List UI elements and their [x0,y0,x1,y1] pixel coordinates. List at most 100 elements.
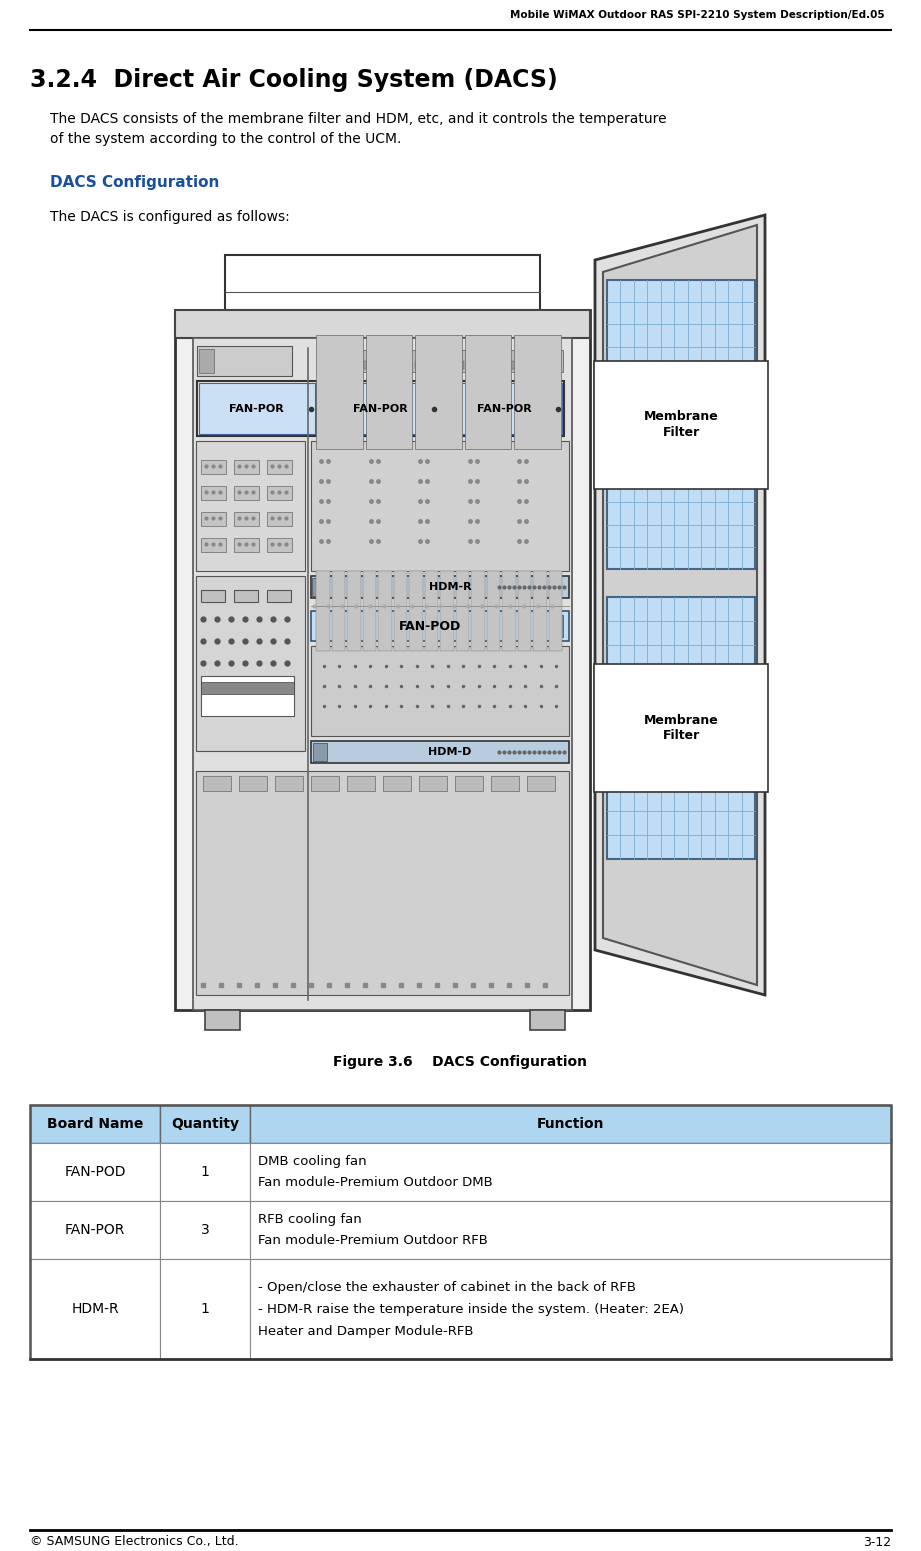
Text: Membrane
Filter: Membrane Filter [644,411,718,439]
Bar [425,571,438,651]
Bar [30,1259,160,1359]
Bar [405,361,412,369]
Bar [518,571,531,651]
Bar [203,776,231,791]
Bar [234,512,259,526]
Bar [201,589,225,602]
Text: HDM-D: HDM-D [428,748,472,757]
Bar [533,571,546,651]
Text: DMB cooling fan: DMB cooling fan [258,1154,367,1168]
Text: FAN-POD: FAN-POD [64,1165,126,1179]
Bar [267,589,291,602]
Text: FAN-POR: FAN-POR [229,403,285,414]
Bar [193,338,572,1010]
Bar [549,571,562,651]
Bar [201,485,226,499]
Bar [457,361,464,369]
Bar [205,1010,240,1030]
Bar [175,310,590,1010]
Bar [366,335,413,448]
Text: The DACS is configured as follows:: The DACS is configured as follows: [50,209,290,223]
Bar [234,485,259,499]
Bar [607,281,755,569]
Bar [199,383,315,434]
Text: Mobile WiMAX Outdoor RAS SPI-2210 System Description/Ed.05: Mobile WiMAX Outdoor RAS SPI-2210 System… [510,9,885,20]
Polygon shape [595,216,765,996]
Bar [201,461,226,475]
Bar [160,1259,250,1359]
Bar [499,361,506,369]
Bar [409,571,423,651]
Bar [321,361,328,369]
Text: RFB cooling fan: RFB cooling fan [258,1213,362,1225]
Text: FAN-POR: FAN-POR [353,403,408,414]
Bar [267,485,292,499]
Bar [196,440,305,571]
Bar [312,579,326,596]
Bar [30,1104,891,1359]
Bar [239,776,267,791]
Bar [160,1200,250,1259]
Text: Membrane
Filter: Membrane Filter [644,713,718,741]
Text: 3-12: 3-12 [863,1535,891,1548]
Bar [267,512,292,526]
Bar [541,361,548,369]
Bar [444,351,479,372]
Bar [402,351,437,372]
Bar [393,571,407,651]
Bar [489,361,496,369]
Bar [383,776,411,791]
Bar [447,383,562,434]
Bar [486,351,521,372]
Bar [250,1104,891,1143]
Bar [322,383,438,434]
Bar [551,361,558,369]
Text: Heater and Damper Module-RFB: Heater and Damper Module-RFB [258,1325,473,1337]
Bar [250,1200,891,1259]
Bar [311,440,569,571]
Bar [199,349,214,372]
Bar [419,776,447,791]
Bar [160,1104,250,1143]
Bar [527,776,555,791]
Bar [515,335,561,448]
Bar [486,571,500,651]
Bar [316,571,330,651]
Text: of the system according to the control of the UCM.: of the system according to the control o… [50,132,402,146]
Text: FAN-POR: FAN-POR [477,403,531,414]
Bar [225,254,540,310]
Bar [196,771,569,996]
Bar [234,589,258,602]
Bar [311,776,339,791]
Bar [321,382,440,436]
Bar [267,461,292,475]
Bar [201,676,294,717]
Bar [467,361,474,369]
Text: Quantity: Quantity [171,1117,239,1131]
Text: 1: 1 [201,1165,209,1179]
Bar [197,346,292,375]
Text: Board Name: Board Name [47,1117,143,1131]
Bar [30,1143,160,1200]
Bar [545,338,563,354]
Bar [440,571,453,651]
Bar [415,335,461,448]
Bar [455,776,483,791]
Bar [160,1143,250,1200]
Bar [196,575,305,751]
Text: - Open/close the exhauster of cabinet in the back of RFB: - Open/close the exhauster of cabinet in… [258,1281,636,1294]
Text: 3.2.4  Direct Air Cooling System (DACS): 3.2.4 Direct Air Cooling System (DACS) [30,68,558,92]
Polygon shape [603,225,757,985]
Text: FAN-POD: FAN-POD [399,619,461,633]
Bar [383,361,390,369]
Bar [201,538,226,552]
Bar [373,361,380,369]
Bar [456,571,469,651]
Bar [425,361,432,369]
Bar [331,361,338,369]
Bar [316,335,363,448]
Bar [465,335,511,448]
Text: Function: Function [537,1117,604,1131]
Bar [415,361,422,369]
Bar [549,616,563,637]
